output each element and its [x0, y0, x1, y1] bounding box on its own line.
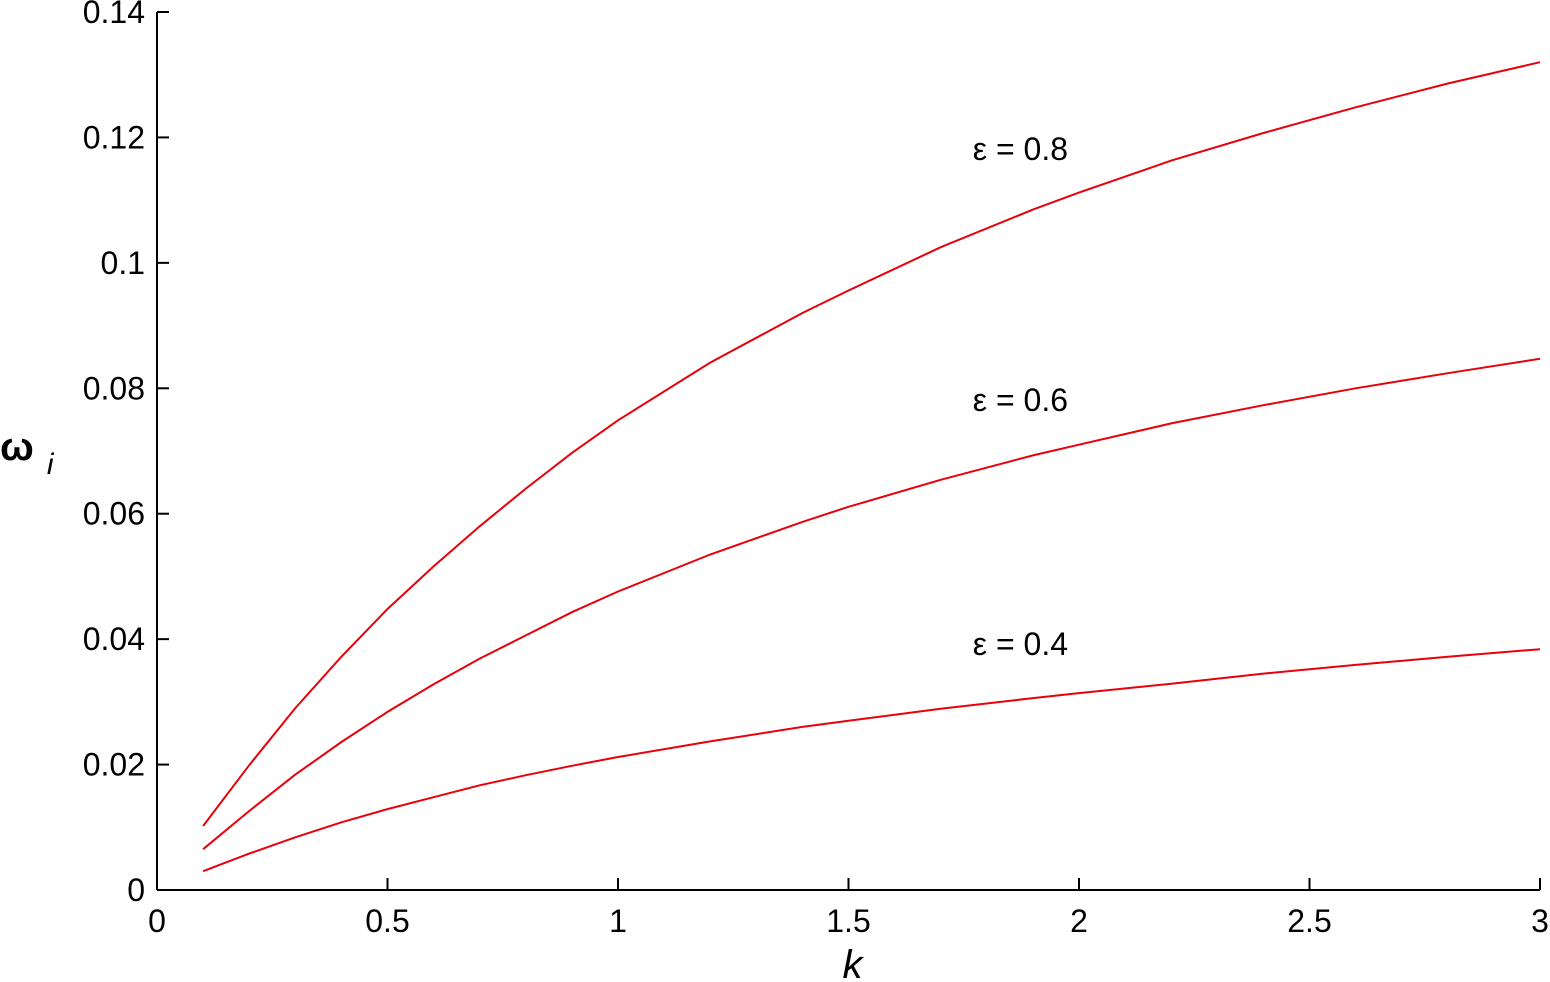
y-axis-label-subscript: i	[47, 448, 55, 481]
x-tick-label: 2	[1070, 903, 1088, 939]
y-tick-label: 0.04	[83, 621, 145, 657]
y-tick-label: 0.08	[83, 370, 145, 406]
y-tick-label: 0.1	[101, 245, 145, 281]
y-axis-label-main: ω	[0, 425, 34, 469]
series-annotation-3: ε = 0.4	[973, 626, 1068, 662]
y-tick-label: 0.12	[83, 119, 145, 155]
axes	[156, 12, 1540, 891]
x-tick-label: 0	[148, 903, 166, 939]
x-tick-label: 2.5	[1287, 903, 1331, 939]
series-lines	[202, 61, 1541, 873]
series-line-1	[202, 61, 1541, 827]
y-tick-label: 0	[127, 872, 145, 908]
ticks: 0 0.5 1 1.5 2 2.5 3 0 0.02 0.04 0.06 0.08 0.1 0.12 0.1…	[83, 0, 1549, 939]
x-axis-label: k	[843, 943, 865, 982]
x-tick-label: 1.5	[826, 903, 870, 939]
x-tick-label: 0.5	[365, 903, 409, 939]
series-line-3	[202, 648, 1541, 873]
series-annotation-2: ε = 0.6	[973, 382, 1068, 418]
x-tick-label: 3	[1531, 903, 1549, 939]
y-tick-label: 0.14	[83, 0, 145, 30]
y-tick-label: 0.02	[83, 747, 145, 783]
annotations: ε = 0.8 ε = 0.6 ε = 0.4	[973, 131, 1068, 662]
y-tick-label: 0.06	[83, 496, 145, 532]
series-line-2	[202, 357, 1541, 850]
y-axis-label: ω i	[0, 425, 55, 481]
series-annotation-1: ε = 0.8	[973, 131, 1068, 167]
x-tick-label: 1	[609, 903, 627, 939]
